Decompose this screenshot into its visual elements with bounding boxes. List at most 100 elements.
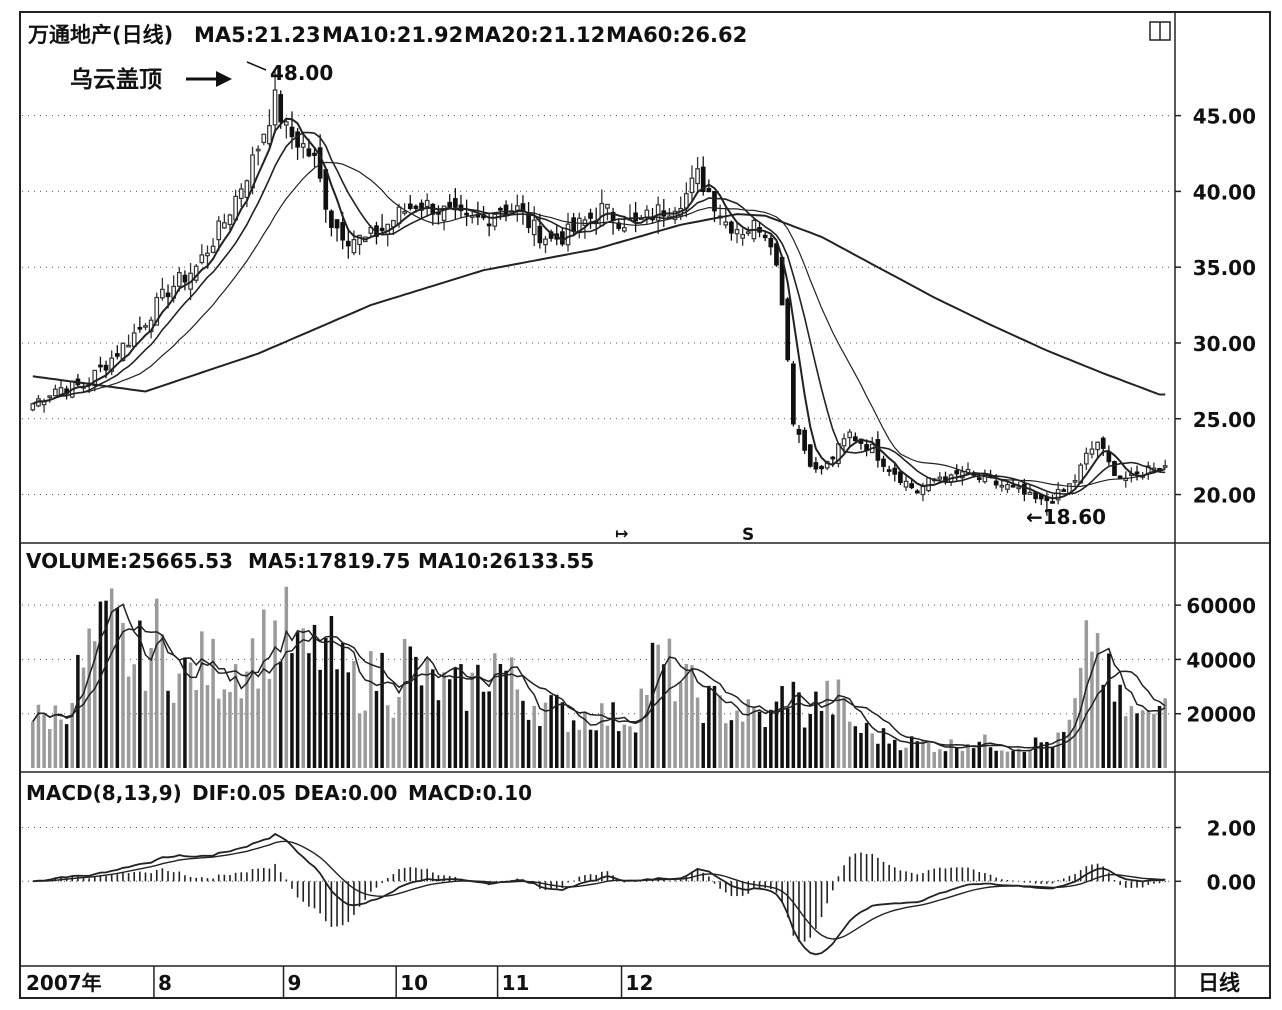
volume-bar [188, 662, 193, 768]
volume-bar [577, 729, 582, 768]
volume-bar [357, 713, 362, 768]
x-tick-label: 10 [400, 971, 428, 995]
volume-bar [656, 644, 660, 768]
volume-bar [532, 705, 536, 768]
candle-body [447, 201, 453, 208]
volume-bar [802, 727, 807, 768]
candle-body [1072, 479, 1078, 483]
volume-bar [555, 694, 559, 768]
candle-body [1083, 452, 1089, 465]
volume-bar [560, 702, 565, 768]
ma60-readout: MA60:26.62 [606, 23, 747, 47]
volume-bar [233, 664, 238, 768]
volume-bar [932, 751, 936, 768]
volume-bar [1101, 684, 1105, 768]
candle-body [498, 207, 503, 211]
volume-bar [769, 709, 773, 768]
candle-body [903, 480, 909, 488]
candle-body [791, 363, 796, 425]
candle-body [98, 364, 103, 368]
volume-bar [842, 698, 846, 768]
panel-toggle-icon[interactable] [1149, 21, 1171, 41]
candle-body [706, 187, 712, 193]
volume-bar [1067, 719, 1072, 768]
ma60-line [32, 213, 1166, 396]
candle-body [289, 126, 295, 138]
macd-value-readout: MACD:0.10 [408, 781, 532, 805]
volume-bar [526, 719, 531, 768]
price-candles [30, 70, 1168, 516]
x-tick-label: 2007年 [26, 971, 102, 995]
volume-bar [588, 729, 593, 768]
volume-bar [98, 601, 103, 768]
volume-bar [571, 720, 576, 768]
volume-bar [538, 726, 542, 768]
volume-tick-label: 20000 [1186, 703, 1256, 727]
candle-body [222, 222, 227, 229]
macd-label: MACD(8,13,9) [26, 781, 182, 805]
volume-bar [515, 689, 520, 768]
volume-bar [284, 586, 289, 768]
candle-body [278, 94, 284, 123]
volume-bar [819, 710, 824, 768]
volume-bar [971, 748, 976, 768]
volume-bar [1062, 731, 1066, 768]
volume-bar [1022, 752, 1027, 768]
volume-readout: VOLUME:25665.53 [26, 549, 233, 573]
candle-body [543, 238, 548, 246]
price-tick-label: 35.00 [1193, 256, 1256, 280]
macd-tick-label: 0.00 [1207, 870, 1256, 894]
volume-bar [909, 736, 914, 768]
candle-body [137, 326, 143, 330]
volume-bar [509, 657, 514, 768]
volume-bar [498, 664, 503, 768]
volume-bar [504, 670, 508, 768]
volume-bar [155, 598, 159, 768]
volume-bar [419, 685, 424, 768]
volume-bar [312, 624, 317, 768]
volume-bar [126, 676, 131, 768]
volume-bar [262, 609, 266, 768]
candle-body [774, 243, 779, 266]
candle-body [486, 223, 492, 227]
x-tick-label: 8 [158, 971, 172, 995]
volume-bar [814, 691, 818, 768]
volume-bar [673, 701, 677, 768]
volume-bar [216, 698, 221, 768]
volume-bar [1016, 748, 1021, 768]
candle-body [143, 325, 148, 328]
volume-bar [447, 679, 452, 768]
volume-bar [645, 694, 649, 768]
volume-bars [31, 586, 1167, 768]
candle-body [824, 460, 830, 469]
candle-body [841, 438, 847, 447]
volume-bar [346, 672, 351, 768]
volume-bar [222, 689, 227, 768]
volume-bar [228, 691, 232, 768]
volume-bar [1073, 698, 1077, 768]
volume-bar [267, 679, 272, 768]
volume-bar [47, 729, 52, 768]
candle-body [424, 199, 430, 208]
candle-body [633, 212, 638, 222]
volume-ma5-readout: MA5:17819.75 [248, 549, 410, 573]
candle-body [734, 229, 740, 235]
volume-bar [59, 719, 63, 768]
volume-bar [290, 653, 294, 768]
volume-tick-label: 40000 [1186, 648, 1256, 672]
volume-bar [785, 708, 790, 768]
candle-body [1134, 471, 1140, 475]
candle-body [261, 133, 267, 144]
candle-body [238, 188, 244, 199]
volume-bar [1163, 698, 1167, 768]
period-label[interactable]: 日线 [1198, 971, 1240, 995]
candle-body [357, 234, 362, 246]
volume-bar [549, 695, 553, 768]
volume-bar [684, 664, 689, 768]
candle-body [892, 467, 898, 475]
candle-body [160, 288, 165, 299]
candle-body [379, 227, 385, 232]
candle-body [131, 332, 137, 348]
candle-body [306, 148, 312, 157]
volume-bar [780, 686, 784, 768]
